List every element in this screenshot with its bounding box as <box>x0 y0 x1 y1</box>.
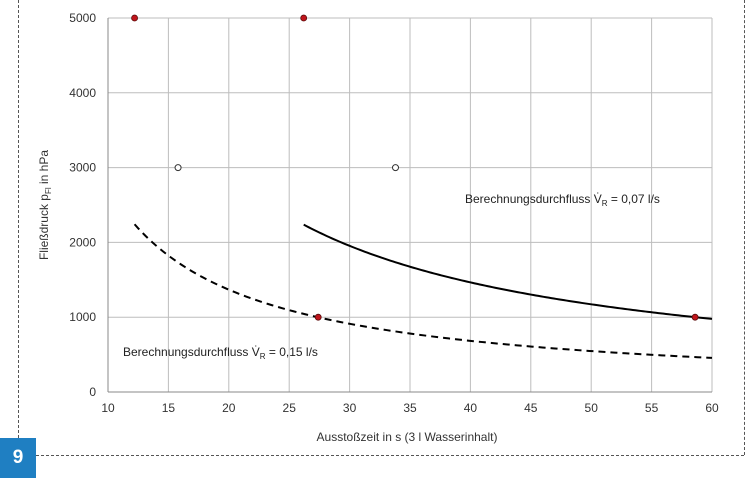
x-tick-label: 35 <box>403 401 417 415</box>
frame-right-border <box>744 0 745 455</box>
markers <box>131 14 699 321</box>
x-tick-label: 30 <box>343 401 357 415</box>
red-marker-point <box>691 313 699 321</box>
axes <box>107 18 712 393</box>
x-tick-label: 40 <box>464 401 478 415</box>
red-marker-point <box>300 14 308 22</box>
y-axis-label: Fließdruck pFl in hPa <box>37 150 53 260</box>
series-label-007-prefix: Berechnungsdurchfluss V̇ <box>465 192 602 206</box>
series-line-015 <box>133 223 713 359</box>
x-tick-label: 15 <box>162 401 176 415</box>
x-axis-label: Ausstoßzeit in s (3 l Wasserinhalt) <box>317 430 498 444</box>
frame-bottom-border <box>36 455 744 456</box>
y-tick-label: 5000 <box>69 11 96 25</box>
y-axis-label-sub: Fl <box>44 187 53 194</box>
x-tick-label: 10 <box>101 401 115 415</box>
open-marker-point <box>174 164 182 172</box>
x-tick-label: 55 <box>645 401 659 415</box>
y-tick-label: 4000 <box>69 86 96 100</box>
x-tick-label: 45 <box>524 401 538 415</box>
series-label-007-sub: R <box>602 199 608 208</box>
tick-labels: 10 15 20 25 30 35 40 45 50 55 60 0 1000 2000 3000 4000 5… <box>69 11 719 415</box>
series-label-007-suffix: = 0,07 l/s <box>608 192 660 206</box>
series-label-015-suffix: = 0,15 l/s <box>266 345 318 359</box>
y-tick-label: 3000 <box>69 161 96 175</box>
y-axis-label-tail: in hPa <box>37 150 51 188</box>
figure-number-badge: 9 <box>0 438 36 478</box>
red-marker-point <box>131 14 138 22</box>
open-marker-point <box>392 164 400 172</box>
series-label-015: Berechnungsdurchfluss V̇R = 0,15 l/s <box>123 345 318 361</box>
frame-left-border <box>18 0 19 438</box>
y-axis-label-main: Fließdruck p <box>37 194 51 260</box>
series-label-015-sub: R <box>260 352 266 361</box>
y-tick-label: 2000 <box>69 235 96 249</box>
x-tick-label: 60 <box>705 401 719 415</box>
series-label-015-prefix: Berechnungsdurchfluss V̇ <box>123 345 260 359</box>
curves <box>133 223 713 359</box>
grid-lines <box>108 17 713 392</box>
y-tick-label: 1000 <box>69 310 96 324</box>
x-tick-label: 50 <box>585 401 599 415</box>
red-marker-point <box>314 313 322 321</box>
x-tick-label: 20 <box>222 401 236 415</box>
x-tick-label: 25 <box>283 401 297 415</box>
series-label-007: Berechnungsdurchfluss V̇R = 0,07 l/s <box>465 192 660 208</box>
series-line-007 <box>303 223 713 320</box>
y-tick-label: 0 <box>89 385 96 399</box>
